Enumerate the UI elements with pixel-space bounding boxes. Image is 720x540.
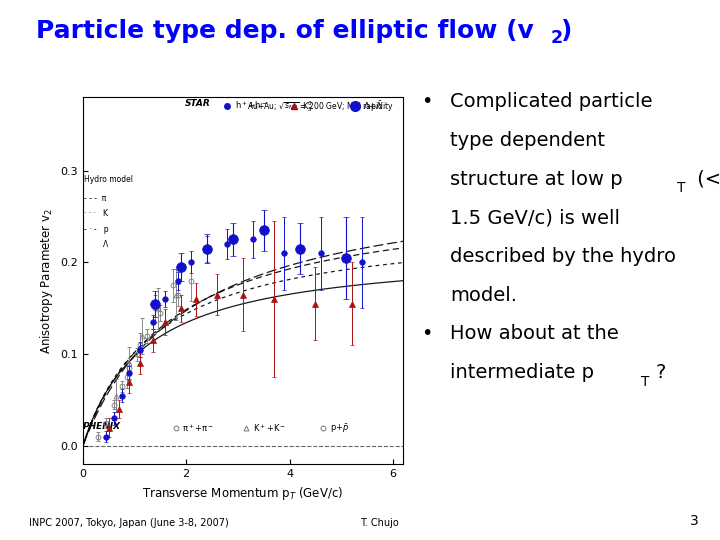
Text: - · -   p: - · - p	[84, 225, 109, 234]
Text: PHENIX: PHENIX	[83, 422, 121, 431]
Text: INPC 2007, Tokyo, Japan (June 3-8, 2007): INPC 2007, Tokyo, Japan (June 3-8, 2007)	[29, 518, 228, 528]
Text: How about at the: How about at the	[450, 324, 618, 343]
Text: T: T	[677, 181, 685, 195]
Text: •: •	[421, 324, 433, 343]
Text: model.: model.	[450, 286, 517, 305]
Text: ?: ?	[655, 363, 665, 382]
Text: K$_S^0$: K$_S^0$	[302, 99, 313, 114]
Text: - - -  π: - - - π	[84, 193, 107, 202]
Y-axis label: Anisotropy Parameter v$_2$: Anisotropy Parameter v$_2$	[37, 208, 55, 354]
Text: p+$\bar{p}$: p+$\bar{p}$	[330, 422, 348, 435]
Text: (<: (<	[691, 170, 720, 188]
Text: ): )	[561, 19, 572, 43]
Text: Λ+$\bar{\Lambda}$: Λ+$\bar{\Lambda}$	[363, 99, 384, 112]
Text: 1.5 GeV/c) is well: 1.5 GeV/c) is well	[450, 208, 620, 227]
Text: · · ·   K: · · · K	[84, 209, 108, 218]
X-axis label: Transverse Momentum p$_T$ (GeV/c): Transverse Momentum p$_T$ (GeV/c)	[143, 485, 343, 502]
Text: T: T	[641, 375, 649, 389]
Text: STAR: STAR	[185, 99, 211, 108]
Text: Λ: Λ	[84, 240, 109, 249]
Text: Hydro model: Hydro model	[84, 175, 133, 184]
Text: 2: 2	[551, 29, 563, 46]
Text: structure at low p: structure at low p	[450, 170, 623, 188]
Text: Au+Au; $\sqrt{s_{NN}}$ = 200 GeV; Mid rapidity: Au+Au; $\sqrt{s_{NN}}$ = 200 GeV; Mid ra…	[247, 101, 394, 114]
Text: intermediate p: intermediate p	[450, 363, 594, 382]
Text: described by the hydro: described by the hydro	[450, 247, 676, 266]
Text: •: •	[421, 92, 433, 111]
Text: π$^+$+π$^-$: π$^+$+π$^-$	[182, 422, 215, 434]
Text: K$^+$+K$^-$: K$^+$+K$^-$	[253, 422, 286, 434]
Text: Complicated particle: Complicated particle	[450, 92, 652, 111]
Text: 3: 3	[690, 514, 698, 528]
Text: Particle type dep. of elliptic flow (v: Particle type dep. of elliptic flow (v	[36, 19, 534, 43]
Text: T. Chujo: T. Chujo	[360, 518, 399, 528]
Text: h$^+$+h$^-$: h$^+$+h$^-$	[235, 99, 268, 111]
Text: type dependent: type dependent	[450, 131, 605, 150]
